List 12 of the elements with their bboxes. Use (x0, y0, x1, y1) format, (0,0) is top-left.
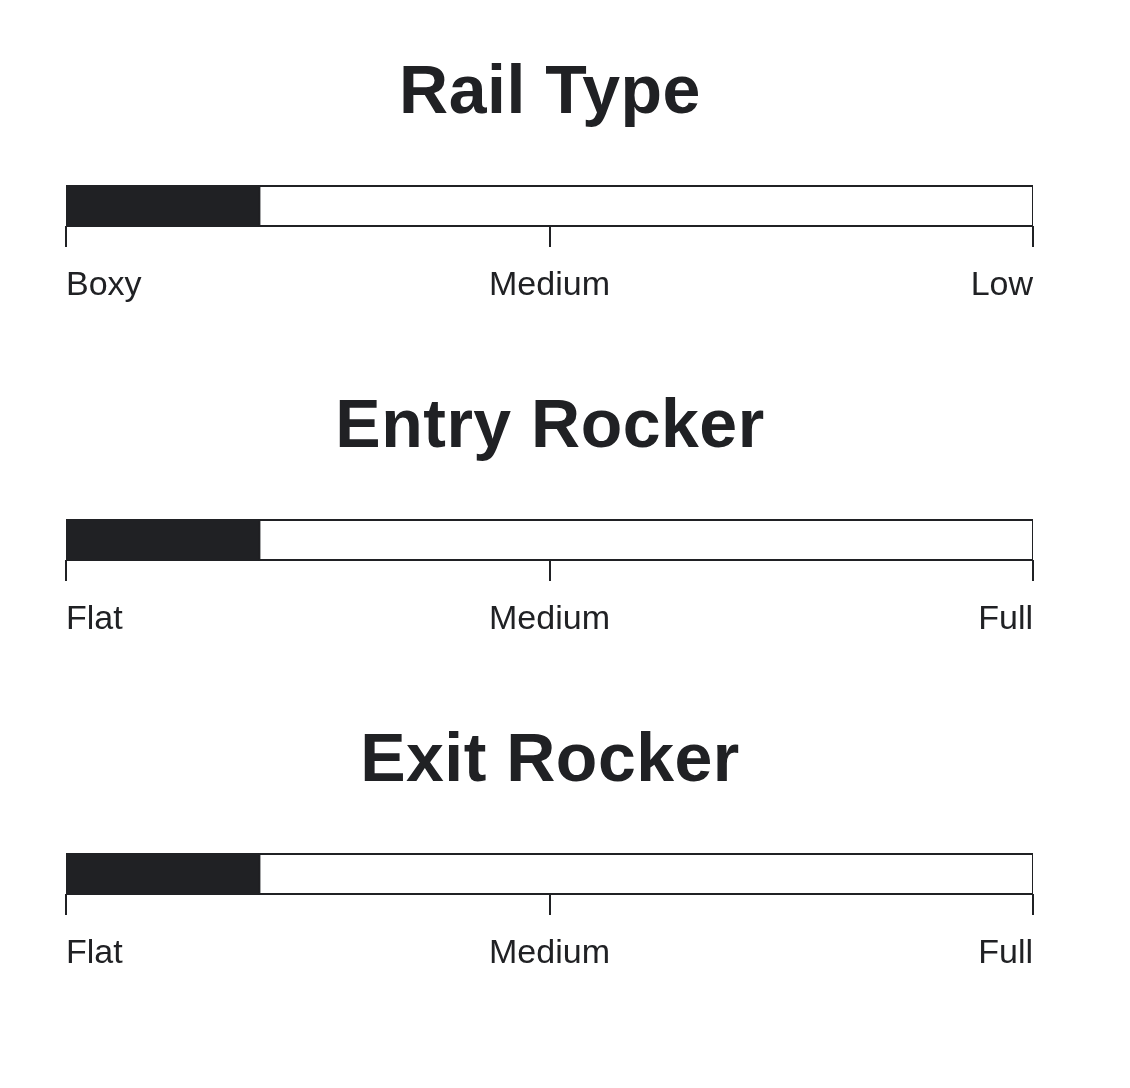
chart-title: Rail Type (398, 51, 702, 128)
chart-title: Exit Rocker (359, 719, 741, 796)
text: Full (978, 598, 1033, 636)
text: Full (978, 932, 1033, 970)
chart-title: Entry Rocker (334, 385, 766, 462)
text: Boxy (66, 264, 142, 302)
text: Medium (489, 598, 610, 636)
text: Medium (489, 264, 610, 302)
text: Medium (489, 932, 610, 970)
text: Flat (66, 598, 123, 636)
text: Low (970, 264, 1033, 302)
text: Flat (66, 932, 123, 970)
